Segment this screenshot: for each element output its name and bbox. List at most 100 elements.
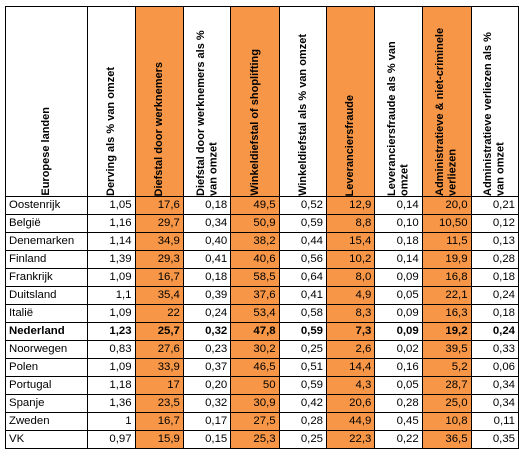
value-cell: 1,14 [87,232,136,251]
table-header: Europese landen Derving als % van omzet Di… [4,6,519,197]
column-header: Winkeldiefstal of shoplifting [230,6,280,197]
value-cell: 28,7 [421,376,472,395]
country-cell: Finland [4,250,89,269]
value-cell: 0,05 [374,286,423,305]
column-header-label: Diefstal door werknemers als % van omzet [194,30,220,196]
table-body: Oostenrijk 1,05 17,6 0,18 49,5 0,52 12,9 0,14 20… [4,196,519,449]
value-cell: 33,9 [134,358,184,377]
country-cell: Oostenrijk [4,196,89,215]
value-cell: 1,09 [87,304,136,323]
value-cell: 0,14 [374,250,423,269]
value-cell: 0,28 [374,394,423,413]
value-cell: 0,24 [470,286,519,305]
value-cell: 19,2 [421,322,472,341]
value-cell: 0,45 [374,412,423,431]
value-cell: 7,3 [325,322,376,341]
value-cell: 27,6 [134,340,184,359]
value-cell: 0,58 [278,304,328,323]
column-header-wrap: Winkeldiefstal als % van omzet [280,11,325,196]
value-cell: 20,6 [325,394,376,413]
value-cell: 0,41 [182,250,232,269]
column-header-label: Winkeldiefstal als % van omzet [296,34,309,196]
column-header-label: Administratieve verliezen als % van omze… [482,32,507,196]
country-cell: België [4,214,89,233]
value-cell: 0,37 [182,358,232,377]
country-cell: Spanje [4,394,89,413]
value-cell: 1,05 [87,196,136,215]
value-cell: 1,09 [87,268,136,287]
value-cell: 0,20 [182,376,232,395]
column-header-wrap: Diefstal door werknemers [136,11,182,196]
column-header-label: Winkeldiefstal of shoplifting [248,49,261,196]
table-row: Portugal 1,18 17 0,20 50 0,59 4,3 0,05 28,7 0,34 [4,376,519,395]
value-cell: 1,16 [87,214,136,233]
country-cell: Noorwegen [4,340,89,359]
value-cell: 50,9 [230,214,280,233]
value-cell: 0,97 [87,430,136,449]
value-cell: 30,9 [230,394,280,413]
value-cell: 14,4 [325,358,376,377]
column-header-label: Derving als % van omzet [105,67,118,196]
value-cell: 0,18 [182,268,232,287]
value-cell: 0,22 [374,430,423,449]
country-cell: Portugal [4,376,89,395]
value-cell: 0,33 [470,340,519,359]
value-cell: 15,4 [325,232,376,251]
value-cell: 0,28 [278,412,328,431]
value-cell: 0,35 [470,430,519,449]
value-cell: 0,17 [182,412,232,431]
value-cell: 47,8 [230,322,280,341]
value-cell: 1,36 [87,394,136,413]
value-cell: 37,6 [230,286,280,305]
value-cell: 35,4 [134,286,184,305]
column-header-wrap: Winkeldiefstal of shoplifting [232,11,278,196]
value-cell: 25,0 [421,394,472,413]
country-cell: Zweden [4,412,89,431]
table-row: België 1,16 29,7 0,34 50,9 0,59 8,8 0,10 10,50 0,… [4,214,519,233]
table-row: Zweden 1 16,7 0,17 27,5 0,28 44,9 0,45 10,8 0,11 [4,412,519,431]
country-cell: Nederland [4,322,89,341]
value-cell: 0,56 [278,250,328,269]
country-cell: Italië [4,304,89,323]
table-row: Finland 1,39 29,3 0,41 40,6 0,56 10,2 0,14 19,9 0… [4,250,519,269]
country-cell: Frankrijk [4,268,89,287]
value-cell: 4,3 [325,376,376,395]
table-row: Nederland 1,23 25,7 0,32 47,8 0,59 7,3 0,09 19,2… [4,322,519,341]
value-cell: 0,23 [182,340,232,359]
value-cell: 38,2 [230,232,280,251]
value-cell: 25,7 [134,322,184,341]
value-cell: 0,09 [374,322,423,341]
value-cell: 0,28 [470,250,519,269]
value-cell: 22,1 [421,286,472,305]
value-cell: 22 [134,304,184,323]
value-cell: 11,5 [421,232,472,251]
value-cell: 39,5 [421,340,472,359]
column-header: Leveranciersfraude [325,6,376,197]
country-cell: VK [4,430,89,449]
value-cell: 0,25 [278,340,328,359]
value-cell: 1,18 [87,376,136,395]
value-cell: 58,5 [230,268,280,287]
value-cell: 0,52 [278,196,328,215]
value-cell: 17,6 [134,196,184,215]
value-cell: 4,9 [325,286,376,305]
value-cell: 8,8 [325,214,376,233]
value-cell: 17 [134,376,184,395]
value-cell: 1,1 [87,286,136,305]
value-cell: 34,9 [134,232,184,251]
column-header-label: Leveranciersfraude [344,94,357,196]
value-cell: 0,32 [182,322,232,341]
header-row: Europese landen Derving als % van omzet Di… [4,6,519,197]
value-cell: 1,09 [87,358,136,377]
value-cell: 12,9 [325,196,376,215]
country-cell: Denemarken [4,232,89,251]
value-cell: 0,09 [374,304,423,323]
column-header-label: Europese landen [40,107,53,196]
column-header-wrap: Europese landen [7,11,87,196]
value-cell: 0,44 [278,232,328,251]
value-cell: 10,2 [325,250,376,269]
column-header-wrap: Administratieve & niet-criminele verliez… [423,11,470,196]
value-cell: 0,16 [374,358,423,377]
value-cell: 20,0 [421,196,472,215]
column-header-wrap: Leveranciersfraude [328,11,374,196]
